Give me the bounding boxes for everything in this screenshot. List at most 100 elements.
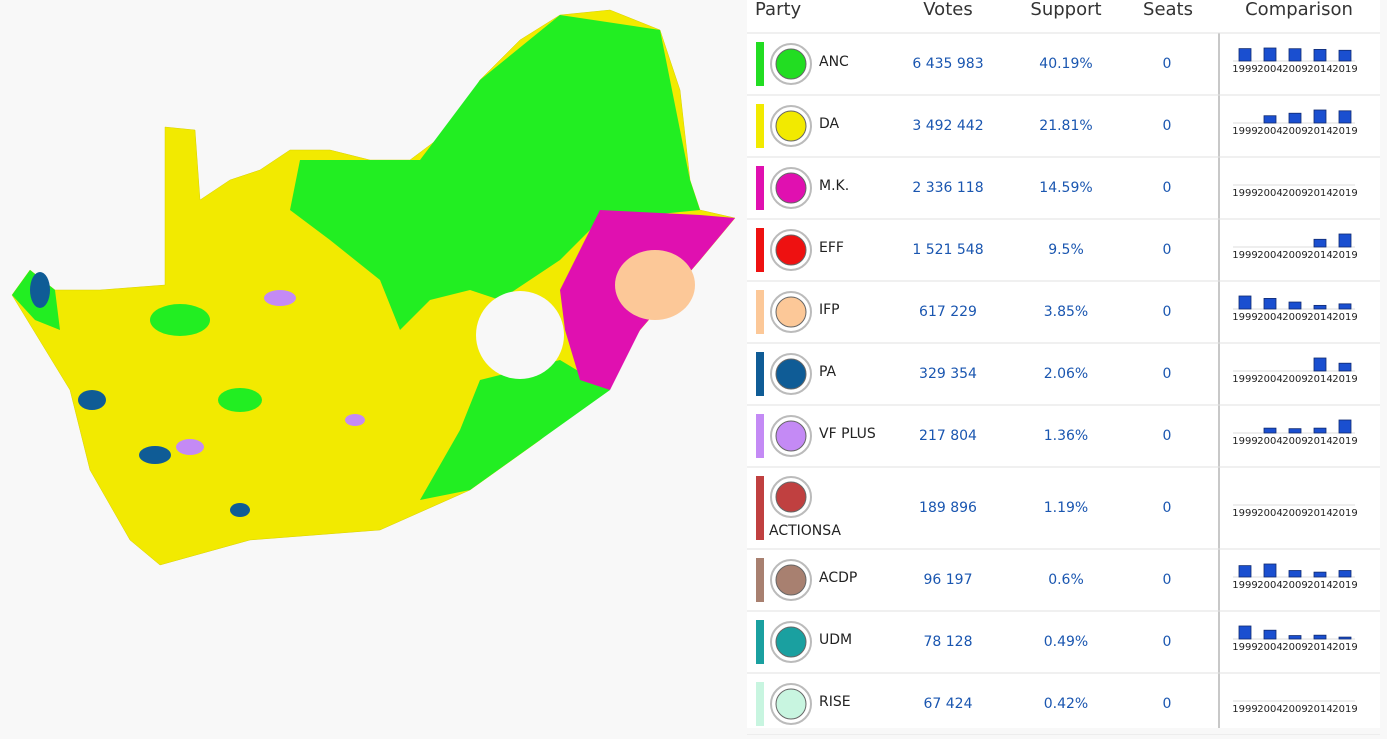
votes: 6 435 983 [912,56,983,72]
map-region-pa [78,390,106,410]
year-label: 1999 [1232,312,1257,323]
year-label: 1999 [1232,188,1257,199]
mini-bar [1338,233,1352,248]
votes: 67 424 [924,696,973,712]
map-region-vf [176,439,204,455]
year-label: 2004 [1257,642,1282,653]
map-region-pa [230,503,250,517]
party-name: M.K. [819,178,849,194]
votes: 2 336 118 [912,180,983,196]
year-label: 2019 [1332,704,1357,715]
map-region-vf [264,290,296,306]
year-label: 2019 [1332,642,1357,653]
party-color [756,558,764,602]
party-name: DA [819,116,840,132]
support: 14.59% [1039,180,1092,196]
year-label: 2009 [1282,508,1307,519]
year-label: 2004 [1257,508,1282,519]
year-label: 1999 [1232,250,1257,261]
year-label: 2014 [1307,312,1332,323]
year-label: 1999 [1232,374,1257,385]
party-logo-inner [775,564,807,596]
map-region-green [218,388,262,412]
mini-bar [1288,570,1302,578]
table-header: Party Votes Support Seats Comparison [755,0,1353,20]
seats: 0 [1163,118,1172,134]
year-label: 1999 [1232,508,1257,519]
map-region-green [290,15,700,330]
year-label: 1999 [1232,704,1257,715]
party-color [756,414,764,458]
support: 0.49% [1044,634,1088,650]
year-label: 2004 [1257,126,1282,137]
seats: 0 [1163,304,1172,320]
map-lesotho [476,291,564,379]
party-logo-inner [775,172,807,204]
year-label: 2019 [1332,250,1357,261]
party-name: PA [819,364,837,380]
year-label: 2004 [1257,704,1282,715]
year-label: 2004 [1257,64,1282,75]
support: 21.81% [1039,118,1092,134]
header-votes: Votes [923,0,972,20]
votes: 189 896 [919,500,977,516]
party-color [756,290,764,334]
year-label: 2009 [1282,704,1307,715]
year-label: 2014 [1307,250,1332,261]
mini-bar [1263,563,1277,578]
mini-bar [1263,298,1277,310]
seats: 0 [1163,56,1172,72]
mini-bar [1263,629,1277,640]
party-logo-inner [775,296,807,328]
year-label: 2009 [1282,436,1307,447]
year-label: 2004 [1257,250,1282,261]
mini-bar [1313,48,1327,62]
year-label: 2014 [1307,436,1332,447]
party-color [756,104,764,148]
party-name: ACDP [819,570,857,586]
mini-bar [1338,362,1352,372]
votes: 96 197 [924,572,973,588]
votes: 78 128 [924,634,973,650]
support: 2.06% [1044,366,1088,382]
mini-bar [1263,47,1277,62]
year-label: 2019 [1332,374,1357,385]
year-label: 2014 [1307,508,1332,519]
party-name: UDM [819,632,852,648]
mini-bar [1313,238,1327,248]
party-logo-inner [775,234,807,266]
party-logo-inner [775,688,807,720]
mini-bar [1263,115,1277,124]
party-name: VF PLUS [819,426,876,442]
header-support: Support [1030,0,1101,20]
mini-bar [1238,48,1252,62]
mini-bar [1338,110,1352,124]
map [11,9,736,566]
seats: 0 [1163,634,1172,650]
year-label: 2014 [1307,126,1332,137]
year-label: 1999 [1232,642,1257,653]
year-label: 2014 [1307,704,1332,715]
year-label: 2004 [1257,374,1282,385]
party-name: RISE [819,694,851,710]
year-label: 2009 [1282,312,1307,323]
votes: 3 492 442 [912,118,983,134]
year-label: 2009 [1282,64,1307,75]
mini-bar [1288,48,1302,62]
seats: 0 [1163,242,1172,258]
year-label: 2004 [1257,188,1282,199]
mini-bar [1288,112,1302,124]
mini-bar [1263,427,1277,434]
party-color [756,620,764,664]
mini-bar [1313,427,1327,434]
map-region-green [150,304,210,336]
mini-bar [1313,304,1327,310]
votes: 217 804 [919,428,977,444]
year-label: 2014 [1307,64,1332,75]
year-label: 2009 [1282,126,1307,137]
map-region-pa [30,272,50,308]
year-label: 2009 [1282,188,1307,199]
party-color [756,42,764,86]
table-panel [747,0,1380,728]
